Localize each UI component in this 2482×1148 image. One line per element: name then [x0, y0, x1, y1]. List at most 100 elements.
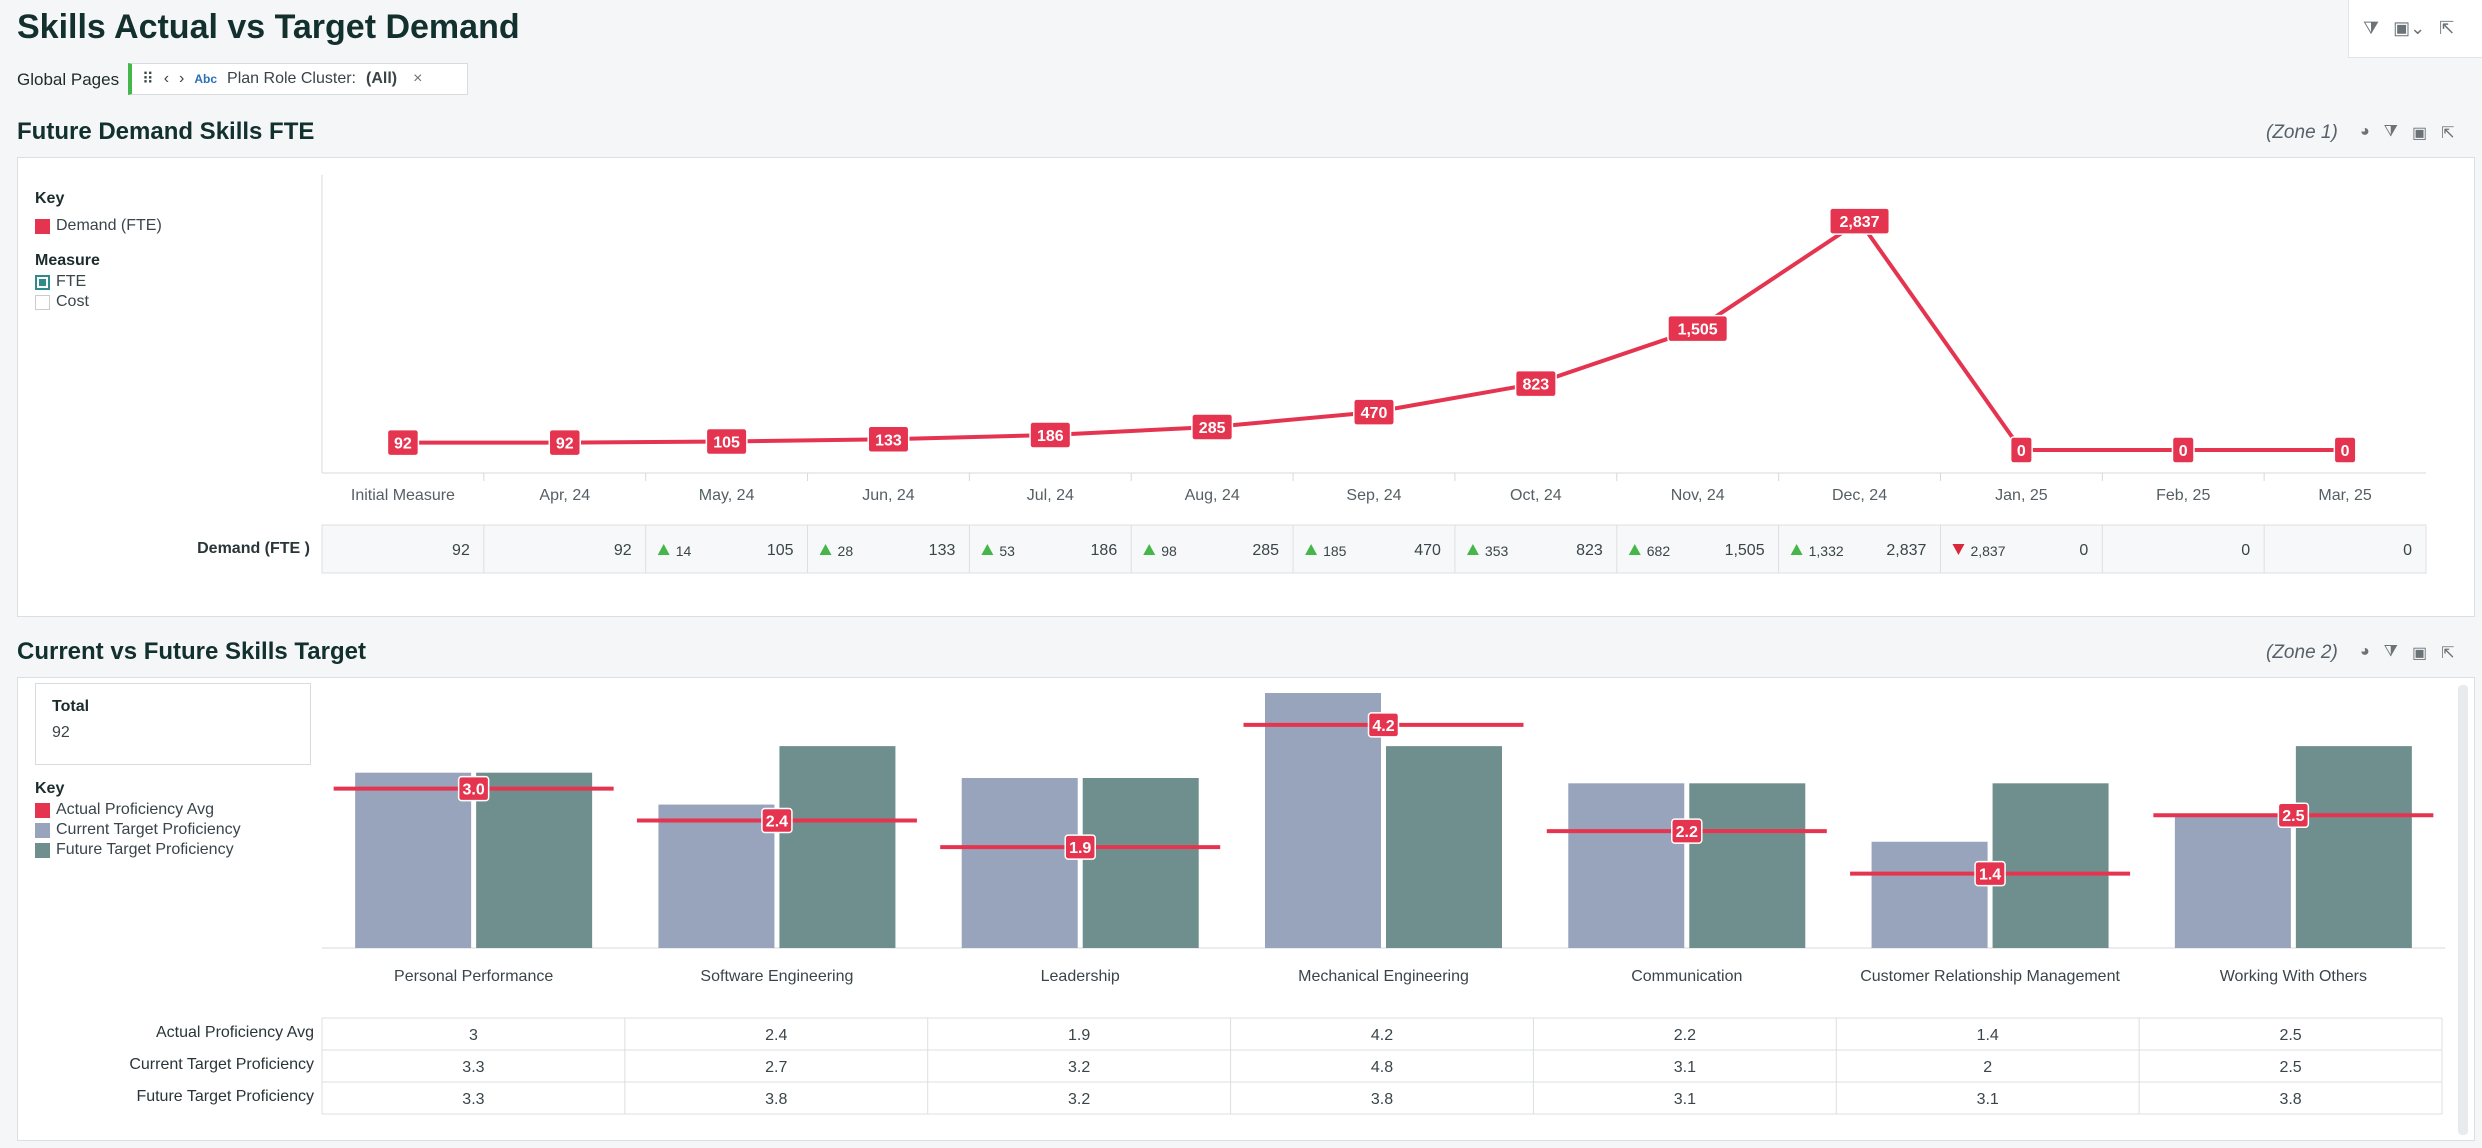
data-point-marker: 0 [2009, 436, 2033, 464]
data-label: 133 [875, 432, 902, 449]
data-point-marker: 470 [1353, 398, 1395, 426]
bar-future-target [476, 772, 593, 948]
data-point-marker: 823 [1514, 369, 1557, 398]
table-cell: 3.1 [1674, 1091, 1696, 1108]
table-cell: 2.7 [765, 1059, 787, 1076]
comment-icon[interactable]: ▣ [2411, 125, 2428, 142]
data-label-box [1667, 314, 1729, 343]
x-tick-label: Working With Others [2220, 968, 2367, 985]
table-value: 105 [767, 542, 794, 559]
table-frame [321, 524, 2427, 574]
page-title: Skills Actual vs Target Demand [17, 8, 520, 46]
table-cell: 2.5 [2279, 1027, 2301, 1044]
table-delta: 14 [676, 543, 692, 559]
plan-role-cluster-filter[interactable]: ⠿ ‹ › Abc Plan Role Cluster: (All) × [128, 63, 468, 95]
data-label-box [1029, 421, 1072, 449]
x-tick-label: Dec, 24 [1832, 487, 1887, 504]
toolbar: ⧩ ▣⌄ ⇱ [2348, 0, 2482, 58]
data-label: 105 [713, 435, 740, 452]
data-label-box [2171, 436, 2195, 464]
data-point-marker: 92 [386, 428, 420, 457]
data-label: 823 [1522, 377, 1549, 394]
data-label: 92 [394, 436, 412, 453]
actual-label: 2.2 [1676, 824, 1698, 841]
table-delta: 98 [1161, 543, 1177, 559]
table-cell: 3.3 [462, 1091, 484, 1108]
checkbox-unchecked-icon[interactable] [35, 294, 50, 310]
increase-arrow-icon [981, 544, 994, 555]
table-cell: 3 [469, 1027, 478, 1044]
x-tick-label: Feb, 25 [2156, 487, 2210, 504]
data-label: 0 [2341, 443, 2350, 460]
palette-icon[interactable]: ◕ [2360, 123, 2370, 140]
bar-current-target [355, 772, 472, 948]
palette-icon[interactable]: ◕ [2360, 643, 2370, 660]
filter-value[interactable]: (All) [366, 70, 398, 87]
chevron-left-icon[interactable]: ‹ [163, 70, 170, 87]
actual-label: 3.0 [463, 782, 485, 799]
data-label-box [1191, 413, 1234, 441]
x-tick-label: Jan, 25 [1995, 487, 2048, 504]
filter-icon[interactable]: ⧩ [2363, 18, 2380, 38]
data-label: 2,837 [1840, 214, 1880, 231]
actual-label-box [1367, 712, 1400, 738]
legend-item-future: Future Target Proficiency [35, 840, 241, 860]
demand-values-table: 92 92 105 14 133 28 186 53 285 98 470 185 823 353 1,50… [321, 524, 2427, 574]
data-label: 186 [1037, 428, 1064, 445]
global-pages-label: Global Pages [17, 70, 120, 89]
drag-handle-icon[interactable]: ⠿ [142, 71, 154, 88]
x-tick-label: Leadership [1041, 968, 1120, 985]
actual-label: 4.2 [1372, 718, 1394, 735]
data-label: 0 [2017, 443, 2026, 460]
filter-icon[interactable]: ⧩ [2383, 643, 2398, 660]
export-icon[interactable]: ⇱ [2441, 125, 2455, 142]
measure-option-cost[interactable]: Cost [35, 292, 162, 312]
legend-swatch [35, 802, 50, 818]
x-tick-label: Jul, 24 [1027, 487, 1074, 504]
data-point-marker: 133 [867, 425, 910, 454]
comment-icon[interactable]: ▣⌄ [2393, 18, 2426, 38]
zone-2-tools: ◕ ⧩ ▣ ⇱ [2360, 643, 2454, 663]
table-cell: 1.4 [1977, 1027, 1999, 1044]
bar-current-target [1568, 783, 1685, 948]
table-value: 0 [2403, 542, 2412, 559]
data-point-marker: 1,505 [1667, 314, 1729, 343]
legend-item-current: Current Target Proficiency [35, 820, 241, 840]
table-cell: 2.4 [765, 1027, 787, 1044]
table-delta: 353 [1485, 543, 1509, 559]
table-cell: 3.3 [462, 1059, 484, 1076]
zone-label-1: (Zone 1) [2266, 122, 2338, 143]
table-value: 285 [1252, 542, 1279, 559]
comment-icon[interactable]: ▣ [2411, 645, 2428, 662]
data-label: 470 [1361, 405, 1388, 422]
legend-swatch [35, 822, 50, 838]
table-value: 470 [1414, 542, 1441, 559]
legend-item-actual: Actual Proficiency Avg [35, 800, 241, 820]
close-icon[interactable]: × [413, 70, 423, 87]
chevron-right-icon[interactable]: › [179, 70, 185, 87]
actual-label-box [761, 807, 793, 834]
table-value: 0 [2079, 542, 2088, 559]
data-label-box [548, 428, 582, 457]
bar-current-target [1871, 841, 1988, 948]
export-icon[interactable]: ⇱ [2441, 645, 2455, 662]
x-tick-label: Mar, 25 [2318, 487, 2371, 504]
increase-arrow-icon [1466, 544, 1479, 555]
data-label-box [1514, 369, 1557, 398]
skills-legend: Key Actual Proficiency Avg Current Targe… [35, 780, 241, 860]
scrollbar[interactable] [2458, 685, 2468, 1135]
export-icon[interactable]: ⇱ [2439, 18, 2455, 38]
measure-option-fte[interactable]: FTE [35, 272, 162, 292]
legend-measure-title: Measure [35, 252, 100, 269]
filter-icon[interactable]: ⧩ [2383, 123, 2398, 140]
table-frame [321, 1017, 2443, 1115]
data-label-box [386, 428, 420, 457]
table-value: 0 [2241, 542, 2250, 559]
data-point-marker: 0 [2333, 436, 2357, 464]
total-card: Total 92 [35, 683, 311, 765]
table-value: 2,837 [1886, 542, 1926, 559]
bar-current-target [2174, 815, 2291, 948]
checkbox-checked-icon[interactable] [35, 274, 50, 290]
